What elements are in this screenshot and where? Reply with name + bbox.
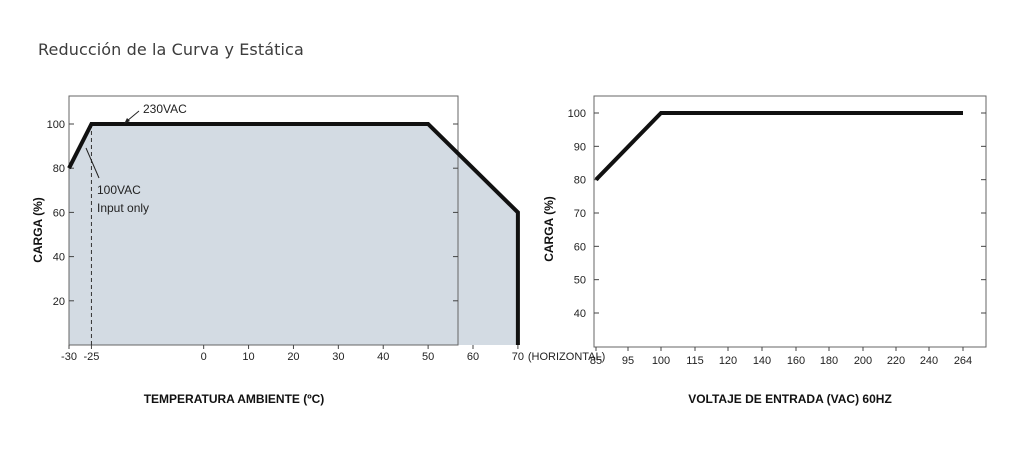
derating-curve <box>67 122 520 345</box>
plot-frame <box>593 95 987 348</box>
y-tick-label: 40 <box>53 252 65 264</box>
derating-voltage-chart: 40 50 60 70 80 90 100 85 95 100 115 120 140 160 180 200… <box>542 95 987 406</box>
annotation-leader-230vac <box>126 110 140 122</box>
x-tick-label: 240 <box>920 355 938 367</box>
x-tick-label: 200 <box>854 355 872 367</box>
x-axis-suffix: (HORIZONTAL) <box>528 351 605 363</box>
y-tick-label: 100 <box>47 119 65 131</box>
x-tick-label: 100 <box>652 355 670 367</box>
y-tick-label: 60 <box>574 241 586 253</box>
x-tick-label: 30 <box>332 351 344 363</box>
x-tick-label: -25 <box>83 351 99 363</box>
y-tick-label: 90 <box>574 141 586 153</box>
annotation-230vac: 230VAC <box>143 102 187 116</box>
x-axis-title: TEMPERATURA AMBIENTE (ºC) <box>144 392 325 406</box>
y-tick-label: 100 <box>568 108 586 120</box>
x-tick-label: 95 <box>622 355 634 367</box>
x-axis-title: VOLTAJE DE ENTRADA (VAC) 60HZ <box>688 392 892 406</box>
y-tick-label: 40 <box>574 308 586 320</box>
x-tick-label: 60 <box>467 351 479 363</box>
y-tick-label: 20 <box>53 296 65 308</box>
x-tick-label: 50 <box>422 351 434 363</box>
y-tick-label: 80 <box>53 163 65 175</box>
derating-temperature-chart: 20 40 60 80 100 -30 -25 0 10 20 30 40 50 60 70 (HORIZON… <box>31 95 605 406</box>
x-tick-label: 264 <box>954 355 972 367</box>
x-tick-label: 40 <box>377 351 389 363</box>
plot-frame <box>68 95 459 346</box>
x-tick-label: 0 <box>201 351 207 363</box>
y-axis-title: CARGA (%) <box>31 197 45 263</box>
x-tick-label: 10 <box>242 351 254 363</box>
y-tick-label: 50 <box>574 275 586 287</box>
x-tick-label: 220 <box>887 355 905 367</box>
page-title: Reducción de la Curva y Estática <box>38 40 304 59</box>
x-tick-label: 20 <box>287 351 299 363</box>
annotation-arrowhead <box>124 118 130 124</box>
x-tick-label: 120 <box>719 355 737 367</box>
x-tick-label: 140 <box>753 355 771 367</box>
y-tick-label: 60 <box>53 207 65 219</box>
y-tick-label: 70 <box>574 208 586 220</box>
annotation-100vac: 100VAC <box>97 183 141 197</box>
x-tick-label: 180 <box>820 355 838 367</box>
annotation-leader-100vac <box>85 147 100 179</box>
x-tick-label: -30 <box>61 351 77 363</box>
operating-area <box>69 124 518 345</box>
annotation-input-only: Input only <box>97 201 149 215</box>
y-tick-label: 80 <box>574 175 586 187</box>
voltage-derating-curve <box>594 111 963 182</box>
x-tick-label: 160 <box>787 355 805 367</box>
x-tick-label: 115 <box>686 355 704 367</box>
x-tick-label: 70 <box>512 351 524 363</box>
x-tick-label: 85 <box>590 355 602 367</box>
y-axis-title: CARGA (%) <box>542 196 556 262</box>
